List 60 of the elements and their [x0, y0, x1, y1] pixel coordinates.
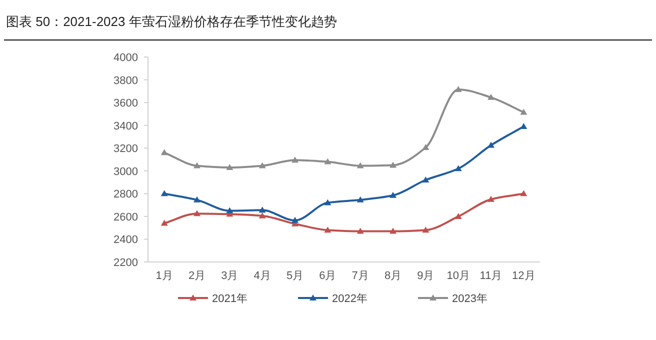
point [292, 216, 298, 223]
point [194, 162, 200, 168]
point [422, 226, 430, 233]
point [160, 220, 168, 226]
point [226, 207, 234, 214]
point [422, 176, 430, 182]
x-tick-label: 7月 [352, 270, 369, 282]
point [488, 142, 494, 148]
x-tick-label: 6月 [319, 270, 336, 282]
legend-label: 2022年 [332, 293, 368, 305]
y-tick-label: 3200 [114, 143, 138, 156]
y-tick-label: 3800 [114, 74, 138, 87]
point [422, 144, 430, 150]
point [324, 199, 332, 206]
x-tick-label: 3月 [221, 270, 238, 282]
x-tick-label: 9月 [417, 270, 434, 282]
y-tick-label: 2200 [114, 257, 138, 269]
point [390, 228, 396, 234]
point [292, 156, 298, 163]
point [454, 165, 462, 172]
legend-label: 2021年 [212, 293, 248, 305]
point [390, 162, 396, 168]
y-tick-label: 4000 [114, 52, 138, 64]
legend-label: 2023年 [452, 293, 488, 305]
x-tick-label: 4月 [254, 270, 271, 282]
y-tick-label: 3000 [114, 166, 138, 178]
x-tick-label: 5月 [286, 270, 304, 282]
x-tick-label: 10月 [446, 270, 470, 282]
x-tick-label: 11月 [480, 270, 502, 282]
point [160, 190, 168, 196]
point [390, 192, 396, 198]
point [488, 196, 494, 202]
y-tick-label: 2800 [114, 188, 138, 201]
point [194, 196, 200, 202]
point [356, 162, 364, 168]
point [324, 226, 332, 233]
point [226, 164, 234, 170]
point [258, 162, 266, 168]
point [194, 210, 200, 216]
x-tick-label: 2月 [188, 270, 206, 282]
y-tick-label: 2400 [114, 234, 138, 246]
y-tick-label: 3400 [114, 120, 138, 132]
point [258, 212, 266, 218]
point [488, 94, 494, 100]
chart-title: 图表 50：2021-2023 年萤石湿粉价格存在季节性变化趋势 [6, 14, 337, 29]
x-tick-label: 1月 [156, 270, 173, 282]
point [520, 190, 528, 196]
point [520, 122, 528, 129]
y-tick-label: 3600 [114, 98, 138, 110]
point [454, 86, 462, 92]
x-tick-label: 12月 [512, 270, 536, 282]
point [356, 196, 364, 202]
point [324, 158, 332, 164]
point [160, 149, 168, 156]
point [258, 206, 266, 213]
point [520, 108, 528, 115]
point [454, 212, 462, 219]
x-tick-label: 8月 [384, 270, 402, 282]
y-tick-label: 2600 [114, 211, 138, 224]
point [356, 228, 364, 234]
